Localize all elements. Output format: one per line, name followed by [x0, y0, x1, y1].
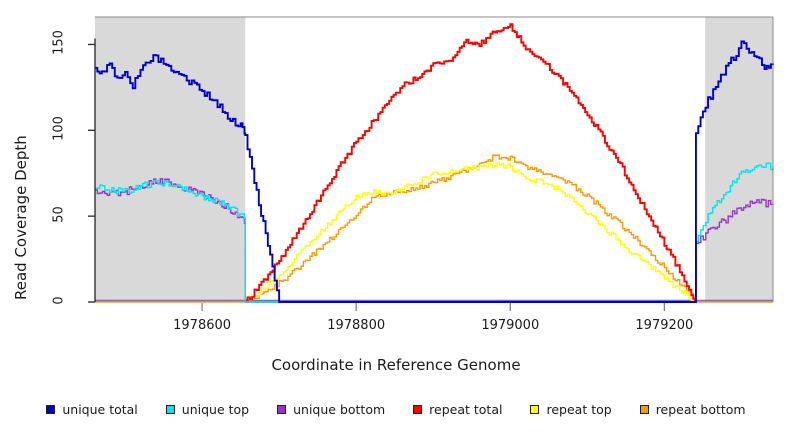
legend-label: unique top	[181, 401, 250, 417]
legend-label: repeat top	[546, 401, 612, 417]
y-tick-label: 50	[51, 206, 67, 223]
legend-item-unique-top[interactable]: unique top	[165, 401, 250, 417]
square-swatch-icon	[413, 404, 423, 414]
y-tick-label: 150	[51, 30, 67, 56]
y-tick-label: 100	[51, 116, 67, 142]
series-line-repeat-total	[245, 23, 697, 302]
square-swatch-icon	[165, 404, 175, 414]
legend-item-repeat-bottom[interactable]: repeat bottom	[639, 401, 746, 417]
x-tick-label: 1979200	[635, 318, 694, 333]
legend-label: repeat total	[429, 401, 503, 417]
legend-item-unique-total[interactable]: unique total	[46, 401, 138, 417]
square-swatch-icon	[530, 404, 540, 414]
x-tick-label: 1978600	[173, 318, 232, 333]
y-tick-label: 0	[51, 296, 67, 305]
square-swatch-icon	[277, 404, 287, 414]
series-line-repeat-top	[245, 161, 696, 303]
left-flank-shading	[95, 17, 246, 302]
x-tick-label: 1978800	[327, 318, 386, 333]
legend-label: unique bottom	[293, 401, 386, 417]
y-axis-title: Read Coverage Depth	[12, 135, 30, 300]
chart-legend: unique total unique top unique bottom repea…	[0, 398, 792, 420]
legend-label: repeat bottom	[655, 401, 746, 417]
square-swatch-icon	[639, 404, 649, 414]
square-swatch-icon	[46, 404, 56, 414]
legend-item-repeat-total[interactable]: repeat total	[413, 402, 502, 417]
series-line-unique-total	[95, 40, 774, 303]
legend-label: unique total	[62, 401, 138, 417]
legend-item-unique-bottom[interactable]: unique bottom	[277, 402, 385, 417]
legend-item-repeat-top[interactable]: repeat top	[530, 401, 612, 417]
x-axis-title: Coordinate in Reference Genome	[271, 356, 521, 374]
x-tick-label: 1979000	[481, 318, 540, 333]
